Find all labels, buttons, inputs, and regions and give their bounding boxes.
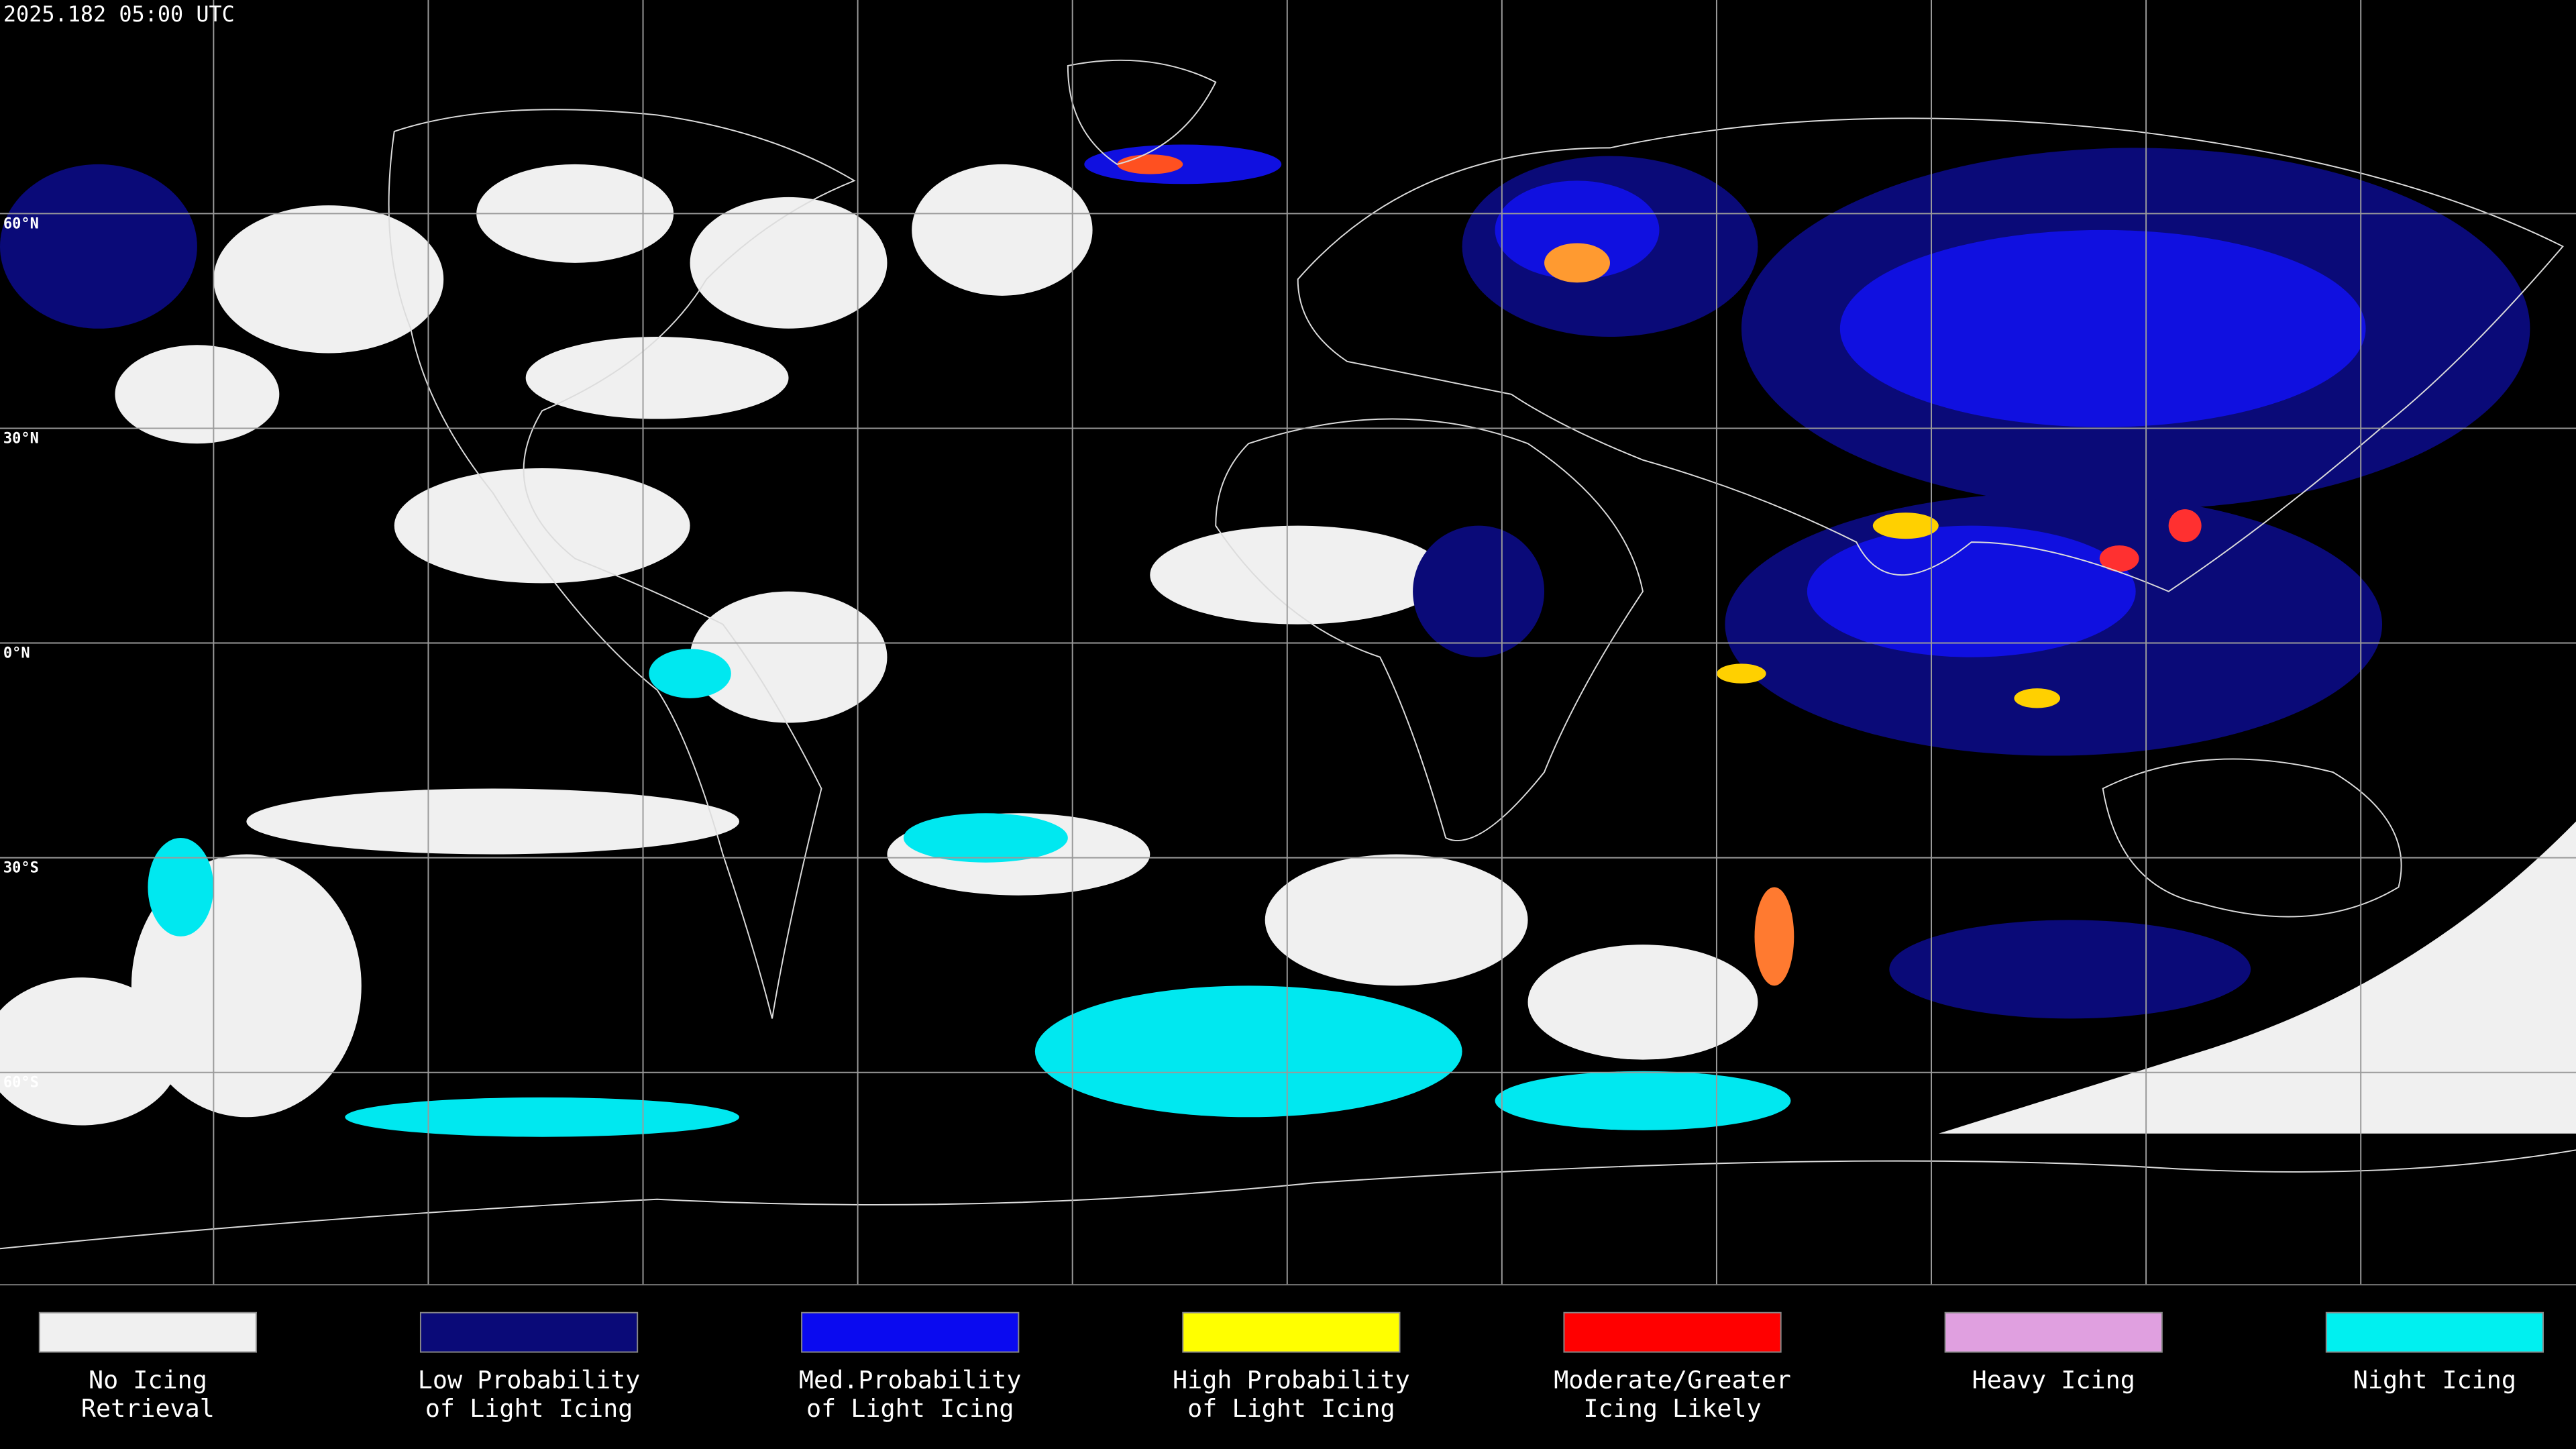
night-icing	[1034, 985, 1462, 1118]
cloud	[525, 337, 789, 419]
night-icing	[148, 837, 214, 936]
graticule: 60°N 30°N 0°N 30°S 60°S	[0, 0, 2576, 1285]
legend-swatch	[1182, 1311, 1401, 1353]
legend-label: Med.Probability	[799, 1365, 1022, 1394]
cloud	[246, 788, 740, 855]
cloud	[213, 205, 444, 354]
legend-label: Low Probability	[418, 1365, 641, 1394]
legend-label: of Light Icing	[425, 1394, 633, 1423]
cloud	[1265, 854, 1528, 986]
latitude-label: 60°S	[3, 1075, 39, 1091]
legend-label: Icing Likely	[1583, 1394, 1761, 1423]
legend-swatch	[2325, 1311, 2544, 1353]
low-icing	[1413, 525, 1545, 657]
cloud-imagery	[0, 144, 2576, 1137]
legend-label: Night Icing	[2353, 1365, 2516, 1394]
low-icing	[0, 164, 197, 329]
legend-label: of Light Icing	[806, 1394, 1014, 1423]
latitude-label: 0°N	[3, 645, 30, 662]
cloud	[690, 591, 888, 723]
legend-label: No Icing	[89, 1365, 207, 1394]
legend-swatch	[38, 1311, 258, 1353]
coastline	[1215, 418, 1644, 841]
low-icing	[1889, 920, 2251, 1019]
night-icing	[345, 1097, 740, 1137]
high-icing	[1544, 243, 1610, 283]
moderate-icing	[1754, 887, 1794, 986]
coastline	[388, 109, 856, 1019]
cloud	[1527, 945, 1758, 1060]
cloud	[1150, 525, 1446, 625]
cloud	[690, 197, 888, 329]
night-icing	[903, 813, 1068, 863]
timestamp: 2025.182 05:00 UTC	[3, 1, 235, 27]
latitude-label: 30°N	[3, 430, 39, 447]
legend-label: of Light Icing	[1187, 1394, 1395, 1423]
cloud	[1938, 821, 2576, 1134]
moderate-icing	[2168, 509, 2202, 543]
night-icing	[1495, 1071, 1791, 1130]
legend-label: Retrieval	[81, 1394, 215, 1423]
coastline	[0, 1149, 2576, 1250]
med-icing	[1495, 180, 1660, 280]
coastline	[2102, 758, 2402, 918]
legend-label: Heavy Icing	[1972, 1365, 2135, 1394]
legend-swatch	[1944, 1311, 2163, 1353]
night-icing	[649, 649, 731, 698]
legend-label: High Probability	[1173, 1365, 1410, 1394]
latitude-label: 30°S	[3, 860, 39, 877]
legend-label: Moderate/Greater	[1554, 1365, 1791, 1394]
high-icing	[2014, 688, 2061, 708]
coastline	[1297, 117, 2564, 592]
cloud	[115, 345, 280, 444]
high-icing	[1717, 663, 1766, 684]
coastline	[1067, 59, 1217, 165]
cloud	[912, 164, 1093, 296]
moderate-icing	[2099, 545, 2139, 572]
legend-swatch	[801, 1311, 1020, 1353]
coastlines	[0, 59, 2576, 1250]
moderate-icing	[1117, 154, 1183, 174]
med-icing	[1839, 229, 2366, 427]
high-icing	[1872, 513, 1939, 539]
med-icing	[1807, 525, 2136, 657]
legend-swatch	[419, 1311, 639, 1353]
cloud	[0, 977, 181, 1126]
legend-swatch	[1563, 1311, 1782, 1353]
latitude-label: 60°N	[3, 215, 39, 232]
